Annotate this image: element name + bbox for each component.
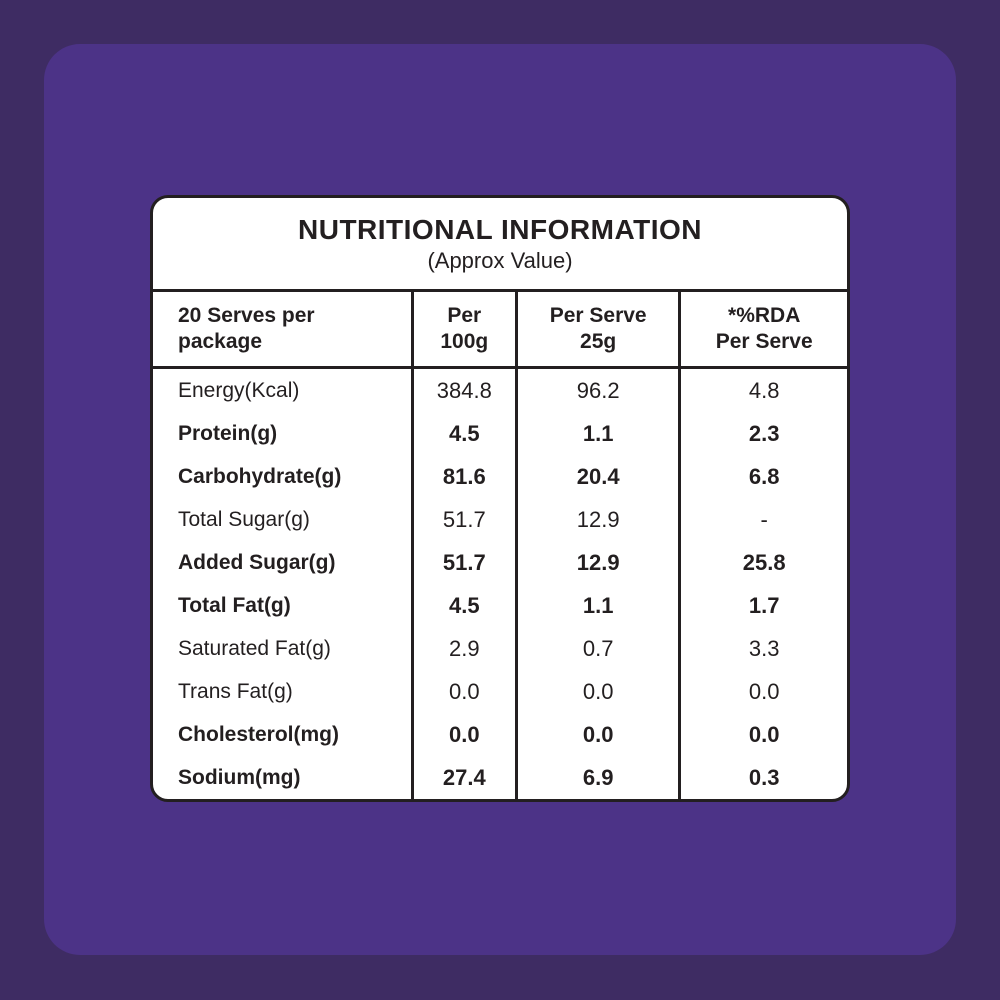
row-value-per-serve: 1.1: [514, 412, 679, 455]
row-label: Saturated Fat(g): [178, 636, 331, 660]
row-value-rda: 3.3: [678, 627, 847, 670]
row-label: Sodium(mg): [178, 765, 301, 789]
row-value-per-100g: 81.6: [410, 455, 515, 498]
row-label: Energy(Kcal): [178, 378, 300, 402]
row-label: Trans Fat(g): [178, 679, 293, 703]
column-header-rda: *%RDA Per Serve: [678, 292, 847, 366]
row-value-per-100g: 384.8: [410, 369, 515, 412]
table-row: Sodium(mg) 27.4 6.9 0.3: [153, 756, 847, 799]
row-value-per-serve: 12.9: [514, 541, 679, 584]
row-value-per-100g: 51.7: [410, 498, 515, 541]
table-row: Total Fat(g) 4.5 1.1 1.7: [153, 584, 847, 627]
row-value-rda: 0.3: [678, 756, 847, 799]
column-header-per-serve: Per Serve 25g: [514, 292, 679, 366]
row-value-per-serve: 6.9: [514, 756, 679, 799]
row-label: Cholesterol(mg): [178, 722, 340, 746]
table-row: Added Sugar(g) 51.7 12.9 25.8: [153, 541, 847, 584]
table-row: Saturated Fat(g) 2.9 0.7 3.3: [153, 627, 847, 670]
page-subtitle: (Approx Value): [427, 247, 573, 273]
row-value-per-100g: 0.0: [410, 713, 515, 756]
row-value-per-serve: 96.2: [514, 369, 679, 412]
row-value-per-100g: 4.5: [410, 412, 515, 455]
title-block: NUTRITIONAL INFORMATION (Approx Value): [153, 198, 847, 292]
table-row: Total Sugar(g) 51.7 12.9 -: [153, 498, 847, 541]
table-row: Energy(Kcal) 384.8 96.2 4.8: [153, 369, 847, 412]
table-row: Carbohydrate(g) 81.6 20.4 6.8: [153, 455, 847, 498]
column-header-per-100g: Per 100g: [410, 292, 515, 366]
table-row: Cholesterol(mg) 0.0 0.0 0.0: [153, 713, 847, 756]
row-value-rda: 4.8: [678, 369, 847, 412]
row-value-rda: 1.7: [678, 584, 847, 627]
row-label: Carbohydrate(g): [178, 464, 342, 488]
row-label: Added Sugar(g): [178, 550, 336, 574]
table-row: Trans Fat(g) 0.0 0.0 0.0: [153, 670, 847, 713]
row-value-per-serve: 12.9: [514, 498, 679, 541]
row-value-rda: -: [678, 498, 847, 541]
column-header-serves: 20 Serves per package: [178, 303, 315, 353]
page-title: NUTRITIONAL INFORMATION: [298, 213, 702, 245]
row-label: Protein(g): [178, 421, 278, 445]
row-value-rda: 0.0: [678, 713, 847, 756]
row-label: Total Sugar(g): [178, 507, 310, 531]
row-value-per-100g: 4.5: [410, 584, 515, 627]
row-value-per-100g: 51.7: [410, 541, 515, 584]
row-value-per-serve: 0.7: [514, 627, 679, 670]
row-value-per-serve: 1.1: [514, 584, 679, 627]
row-value-rda: 25.8: [678, 541, 847, 584]
row-value-rda: 6.8: [678, 455, 847, 498]
row-value-per-serve: 0.0: [514, 713, 679, 756]
table-row: Protein(g) 4.5 1.1 2.3: [153, 412, 847, 455]
row-value-per-100g: 2.9: [410, 627, 515, 670]
row-label: Total Fat(g): [178, 593, 291, 617]
row-value-per-100g: 0.0: [410, 670, 515, 713]
nutrition-label-card: NUTRITIONAL INFORMATION (Approx Value) 2…: [150, 195, 850, 802]
table-header-row: 20 Serves per package Per 100g Per Serve…: [153, 292, 847, 369]
row-value-per-100g: 27.4: [410, 756, 515, 799]
table-body: Energy(Kcal) 384.8 96.2 4.8 Protein(g) 4…: [153, 369, 847, 799]
row-value-rda: 0.0: [678, 670, 847, 713]
row-value-per-serve: 0.0: [514, 670, 679, 713]
row-value-rda: 2.3: [678, 412, 847, 455]
row-value-per-serve: 20.4: [514, 455, 679, 498]
